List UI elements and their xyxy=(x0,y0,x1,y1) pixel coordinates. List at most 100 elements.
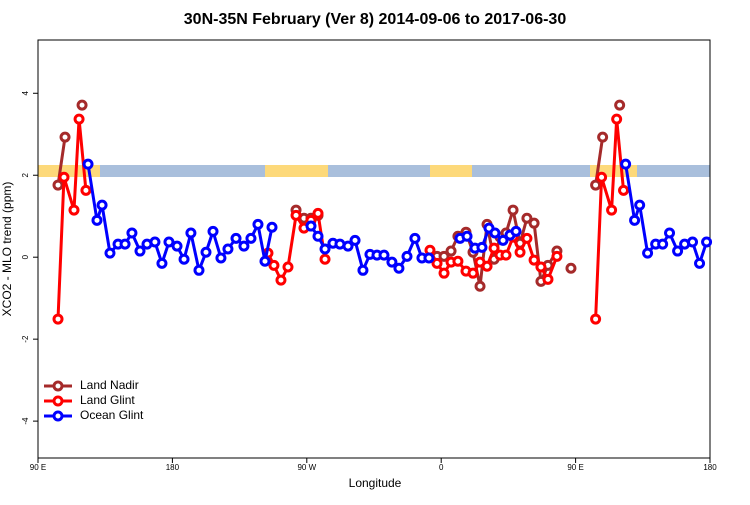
x-tick-label: 90 E xyxy=(567,463,583,472)
data-point xyxy=(222,243,234,255)
data-point xyxy=(312,207,324,219)
data-point xyxy=(185,227,197,239)
data-point xyxy=(614,99,626,111)
data-point xyxy=(245,232,257,244)
y-tick-label: -2 xyxy=(21,335,30,343)
x-tick-label: 0 xyxy=(439,463,444,472)
data-point xyxy=(438,267,450,279)
data-point xyxy=(620,158,632,170)
y-tick-label: -4 xyxy=(21,417,30,425)
data-point xyxy=(423,252,435,264)
data-point xyxy=(476,241,488,253)
data-point xyxy=(565,262,577,274)
data-point xyxy=(91,214,103,226)
data-point xyxy=(507,204,519,216)
data-point xyxy=(657,238,669,250)
data-point xyxy=(386,256,398,268)
legend-label: Ocean Glint xyxy=(80,408,144,422)
data-point xyxy=(96,199,108,211)
y-axis-label: XCO2 - MLO trend (ppm) xyxy=(0,182,14,317)
data-point xyxy=(664,227,676,239)
data-point xyxy=(80,184,92,196)
data-point xyxy=(275,274,287,286)
data-point xyxy=(52,179,64,191)
data-point xyxy=(357,264,369,276)
data-point xyxy=(266,221,278,233)
data-point xyxy=(230,232,242,244)
series-line xyxy=(56,117,626,320)
legend-marker xyxy=(52,395,64,407)
data-point xyxy=(597,131,609,143)
data-point xyxy=(319,243,331,255)
data-point xyxy=(178,253,190,265)
y-tick-label: 2 xyxy=(21,172,30,177)
x-tick-label: 180 xyxy=(166,463,180,472)
surface-strip xyxy=(38,165,710,177)
data-point xyxy=(393,262,405,274)
data-point xyxy=(510,225,522,237)
data-point xyxy=(282,261,294,273)
data-point xyxy=(701,236,713,248)
data-point xyxy=(149,236,161,248)
ocean-strip xyxy=(472,165,590,177)
data-point xyxy=(58,171,70,183)
data-point xyxy=(629,214,641,226)
data-point xyxy=(687,236,699,248)
data-point xyxy=(104,247,116,259)
data-point xyxy=(611,113,623,125)
data-point xyxy=(73,113,85,125)
data-point xyxy=(319,253,331,265)
x-tick-label: 90 W xyxy=(297,463,316,472)
ocean-strip xyxy=(637,165,710,177)
data-point xyxy=(401,250,413,262)
data-point xyxy=(438,250,450,262)
data-point xyxy=(474,280,486,292)
data-point xyxy=(193,264,205,276)
data-point xyxy=(378,249,390,261)
x-tick-label: 180 xyxy=(703,463,717,472)
chart-title: 30N-35N February (Ver 8) 2014-09-06 to 2… xyxy=(184,11,567,28)
data-point xyxy=(76,99,88,111)
data-point xyxy=(409,232,421,244)
data-point xyxy=(200,246,212,258)
data-point xyxy=(52,313,64,325)
data-point xyxy=(452,255,464,267)
data-point xyxy=(528,254,540,266)
legend-marker xyxy=(52,410,64,422)
data-point xyxy=(163,236,175,248)
legend-label: Land Glint xyxy=(80,393,135,407)
data-point xyxy=(126,227,138,239)
data-point xyxy=(542,273,554,285)
data-point xyxy=(252,218,264,230)
data-point xyxy=(500,249,512,261)
data-point xyxy=(535,261,547,273)
data-point xyxy=(672,245,684,257)
data-point xyxy=(590,313,602,325)
data-point xyxy=(156,257,168,269)
data-point xyxy=(68,204,80,216)
data-point xyxy=(305,220,317,232)
y-tick-label: 0 xyxy=(21,254,30,259)
plot-frame xyxy=(37,39,711,459)
data-point xyxy=(119,238,131,250)
data-point xyxy=(171,240,183,252)
data-point xyxy=(134,245,146,257)
data-point xyxy=(259,255,271,267)
ocean-strip xyxy=(100,165,265,177)
data-point xyxy=(528,217,540,229)
data-point xyxy=(445,245,457,257)
x-tick-label: 90 E xyxy=(30,463,46,472)
data-point xyxy=(606,204,618,216)
data-point xyxy=(215,252,227,264)
data-point xyxy=(82,158,94,170)
data-point xyxy=(312,230,324,242)
data-point xyxy=(489,227,501,239)
data-point xyxy=(488,242,500,254)
data-point xyxy=(238,240,250,252)
data-point xyxy=(521,232,533,244)
data-point xyxy=(207,225,219,237)
data-point xyxy=(514,246,526,258)
data-point xyxy=(618,184,630,196)
